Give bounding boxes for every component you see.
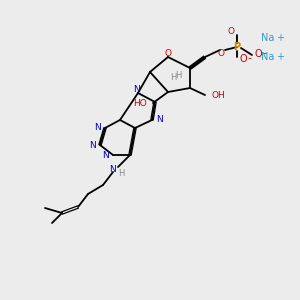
Text: O: O <box>239 54 247 64</box>
Text: N: N <box>133 85 140 94</box>
Text: Na: Na <box>261 33 275 43</box>
Text: N: N <box>110 164 116 173</box>
Text: N: N <box>94 124 101 133</box>
Text: OH: OH <box>211 91 225 100</box>
Text: -: - <box>262 48 266 58</box>
Text: O: O <box>254 49 262 59</box>
Text: +: + <box>276 52 284 62</box>
Text: P: P <box>233 42 241 52</box>
Text: O: O <box>164 49 172 58</box>
Text: Na: Na <box>261 52 275 62</box>
Text: H: H <box>118 169 124 178</box>
Text: N: N <box>89 140 96 149</box>
Text: -: - <box>247 53 251 63</box>
Text: O: O <box>227 28 235 37</box>
Text: N: N <box>156 116 163 124</box>
Text: +: + <box>276 33 284 43</box>
Text: H: H <box>170 74 176 82</box>
Text: H: H <box>175 71 181 80</box>
Text: O: O <box>218 50 224 58</box>
Text: N: N <box>102 151 109 160</box>
Text: HO: HO <box>133 98 147 107</box>
